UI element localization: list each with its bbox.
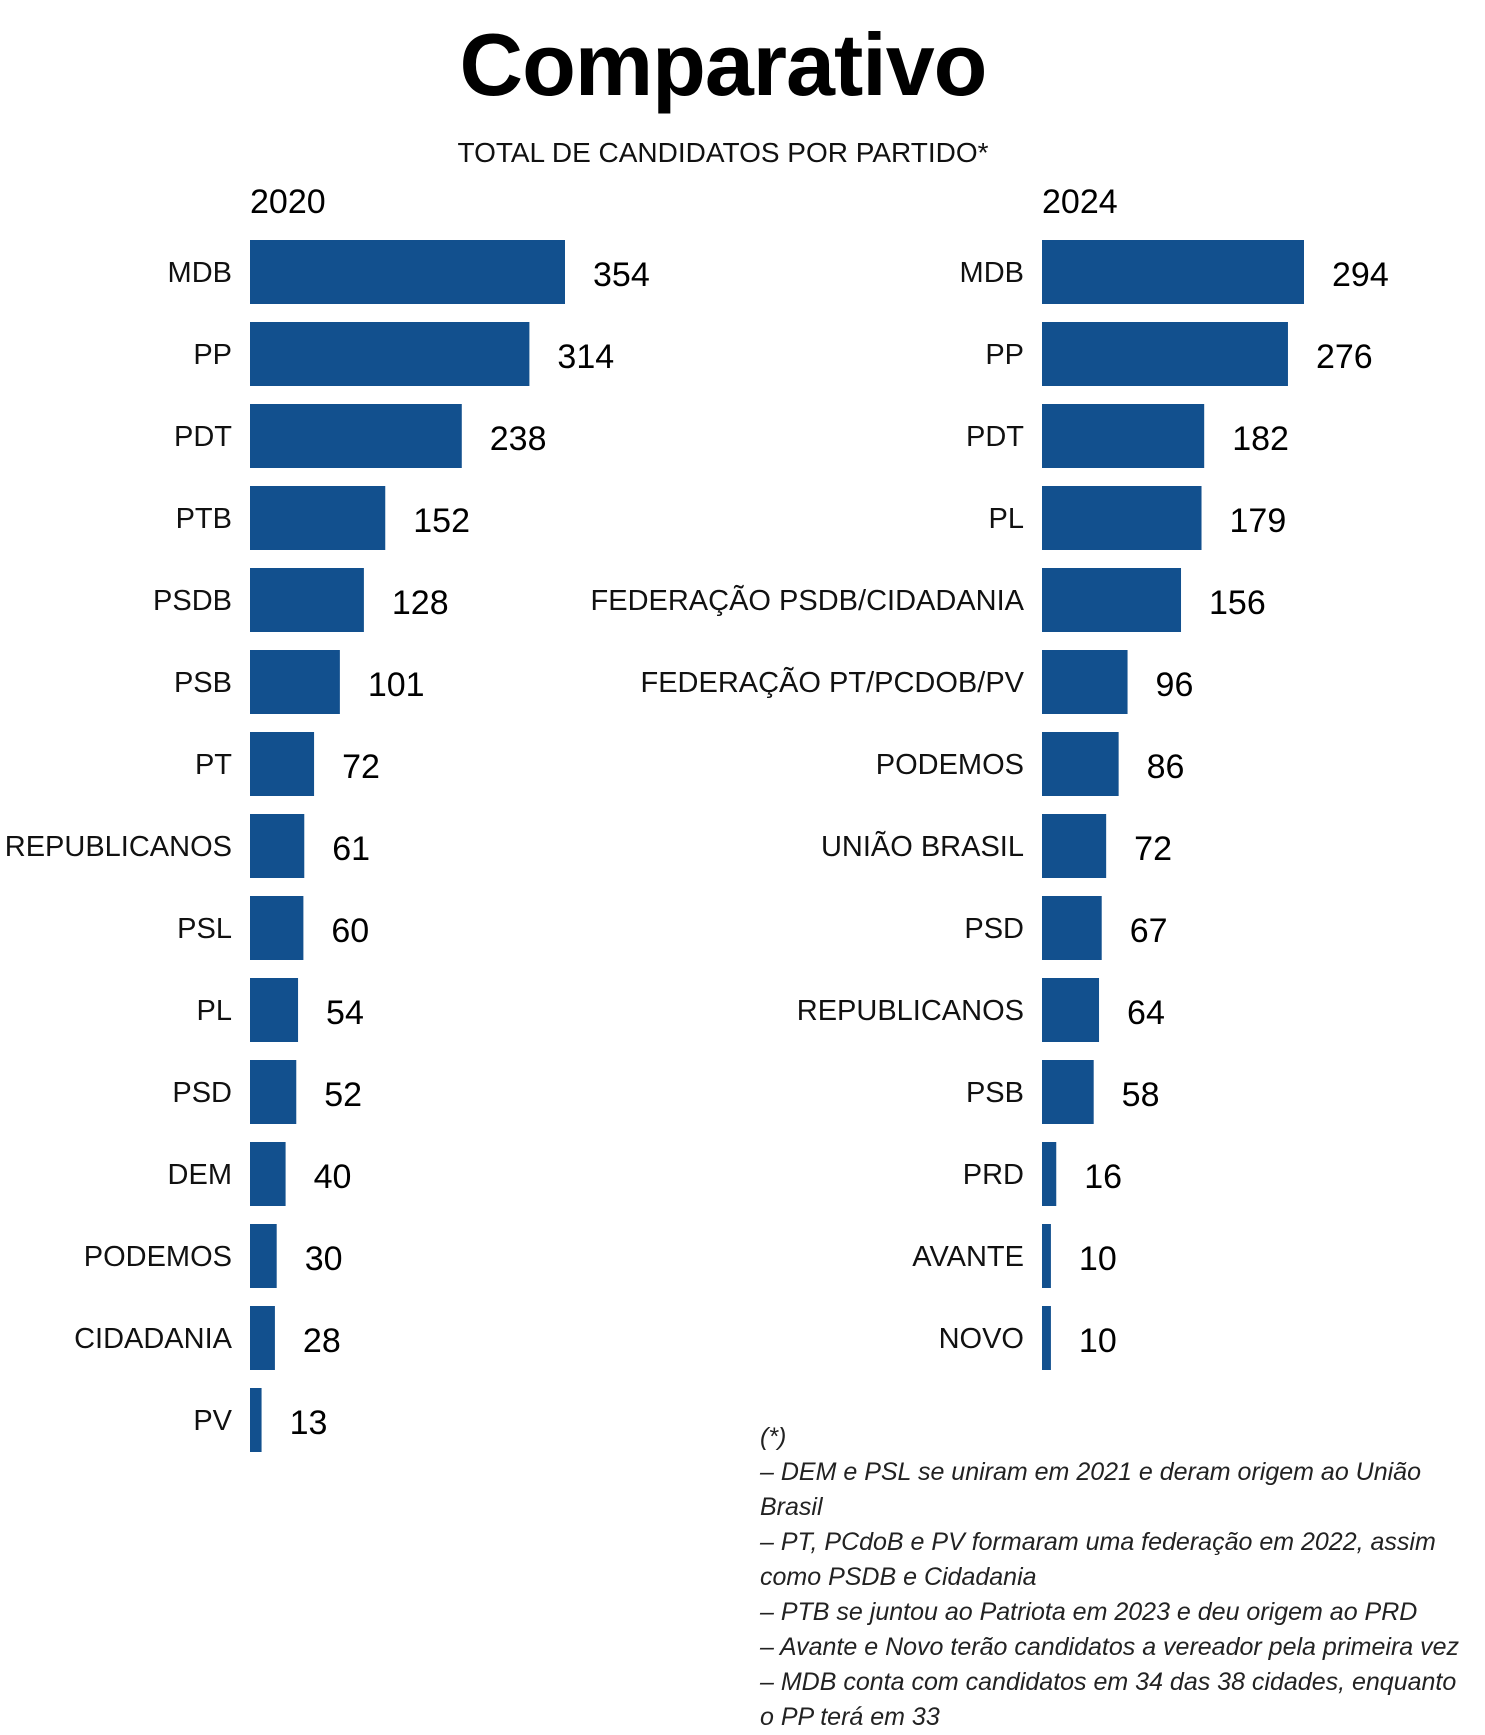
value-label: 60: [331, 912, 369, 950]
bar-2024-psd: [1042, 896, 1102, 960]
value-label: 67: [1130, 912, 1168, 950]
chart-title: Comparativo: [459, 15, 988, 114]
value-label: 128: [392, 584, 449, 622]
bar-2020-podemos: [250, 1224, 277, 1288]
category-label: PSB: [174, 667, 232, 699]
footnote-line: – Avante e Novo terão candidatos a verea…: [760, 1633, 1460, 1661]
category-label: PSDB: [153, 585, 232, 617]
value-label: 40: [314, 1158, 352, 1196]
bar-2024-novo: [1042, 1306, 1051, 1370]
value-label: 61: [332, 830, 370, 868]
bar-2024-uni-o-brasil: [1042, 814, 1107, 878]
bar-2020-psb: [250, 650, 340, 714]
value-label: 86: [1147, 748, 1185, 786]
category-label: UNIÃO BRASIL: [821, 829, 1024, 863]
bar-2024-republicanos: [1042, 978, 1100, 1042]
category-label: PSB: [966, 1077, 1024, 1109]
bar-2020-cidadania: [250, 1306, 275, 1370]
value-label: 28: [303, 1322, 341, 1360]
category-label: PL: [197, 995, 232, 1027]
category-label: PDT: [966, 421, 1024, 453]
value-label: 96: [1156, 666, 1194, 704]
bar-2020-pp: [250, 322, 530, 386]
value-label: 16: [1084, 1158, 1122, 1196]
value-label: 64: [1127, 994, 1165, 1032]
bar-2020-republicanos: [250, 814, 305, 878]
value-label: 238: [490, 420, 547, 458]
footnote-marker: (*): [760, 1423, 787, 1451]
bar-2024-pp: [1042, 322, 1288, 386]
bar-2024-psb: [1042, 1060, 1094, 1124]
value-label: 101: [368, 666, 425, 704]
bar-2024-prd: [1042, 1142, 1057, 1206]
year-2024-heading: 2024: [1042, 183, 1118, 221]
bar-2024-federa-o-psdb-cidadania: [1042, 568, 1182, 632]
footnote-line: – PT, PCdoB e PV formaram uma federação …: [760, 1528, 1436, 1591]
value-label: 179: [1230, 502, 1287, 540]
footnotes: (*) – DEM e PSL se uniram em 2021 e dera…: [760, 1420, 1475, 1735]
bar-2020-mdb: [250, 240, 565, 304]
value-label: 54: [326, 994, 364, 1032]
bar-2020-psdb: [250, 568, 364, 632]
bar-2020-ptb: [250, 486, 386, 550]
bar-2020-psd: [250, 1060, 297, 1124]
category-label: PP: [193, 339, 232, 371]
bar-2024-mdb: [1042, 240, 1304, 304]
category-label: PDT: [174, 421, 232, 453]
category-label: PP: [985, 339, 1024, 371]
value-label: 52: [324, 1076, 362, 1114]
category-label: REPUBLICANOS: [5, 831, 232, 863]
category-label: MDB: [168, 257, 232, 289]
category-label: PRD: [963, 1159, 1024, 1191]
year-2020-heading: 2020: [250, 183, 326, 221]
value-label: 182: [1232, 420, 1289, 458]
category-label: PSL: [177, 913, 232, 945]
category-label: CIDADANIA: [74, 1323, 233, 1355]
chart-subtitle: TOTAL DE CANDIDATOS POR PARTIDO*: [457, 137, 989, 168]
bar-2020-pl: [250, 978, 299, 1042]
category-label: NOVO: [939, 1323, 1024, 1355]
category-label: PSD: [172, 1077, 232, 1109]
bar-2020-pdt: [250, 404, 462, 468]
value-label: 156: [1209, 584, 1266, 622]
category-label: AVANTE: [912, 1241, 1024, 1273]
bar-2020-dem: [250, 1142, 286, 1206]
value-label: 10: [1079, 1322, 1117, 1360]
value-label: 72: [342, 748, 380, 786]
bar-2024-pl: [1042, 486, 1202, 550]
value-label: 58: [1122, 1076, 1160, 1114]
value-label: 72: [1134, 830, 1172, 868]
value-label: 10: [1079, 1240, 1117, 1278]
bar-2020-psl: [250, 896, 304, 960]
category-label: PT: [195, 749, 232, 781]
category-label: REPUBLICANOS: [797, 995, 1024, 1027]
category-label: DEM: [168, 1159, 232, 1191]
bar-2024-pdt: [1042, 404, 1205, 468]
footnote-line: – PTB se juntou ao Patriota em 2023 e de…: [760, 1598, 1418, 1626]
bar-2020-pv: [250, 1388, 262, 1452]
value-label: 276: [1316, 338, 1373, 376]
category-label: PODEMOS: [84, 1241, 232, 1273]
category-label: FEDERAÇÃO PT/PCDOB/PV: [640, 665, 1024, 699]
category-label: PSD: [964, 913, 1024, 945]
category-label: FEDERAÇÃO PSDB/CIDADANIA: [591, 583, 1025, 617]
bar-2024-federa-o-pt-pcdob-pv: [1042, 650, 1128, 714]
category-label: PODEMOS: [876, 749, 1024, 781]
category-label: PV: [193, 1405, 232, 1437]
bar-2020-pt: [250, 732, 315, 796]
value-label: 30: [305, 1240, 343, 1278]
value-label: 13: [290, 1404, 328, 1442]
value-label: 354: [593, 256, 650, 294]
bar-2024-avante: [1042, 1224, 1051, 1288]
category-label: PTB: [176, 503, 232, 535]
value-label: 294: [1332, 256, 1389, 294]
footnote-line: – DEM e PSL se uniram em 2021 e deram or…: [760, 1458, 1421, 1521]
category-label: MDB: [960, 257, 1024, 289]
bar-2024-podemos: [1042, 732, 1119, 796]
category-label: PL: [989, 503, 1024, 535]
footnote-line: – MDB conta com candidatos em 34 das 38 …: [760, 1668, 1457, 1731]
value-label: 152: [413, 502, 470, 540]
value-label: 314: [557, 338, 614, 376]
